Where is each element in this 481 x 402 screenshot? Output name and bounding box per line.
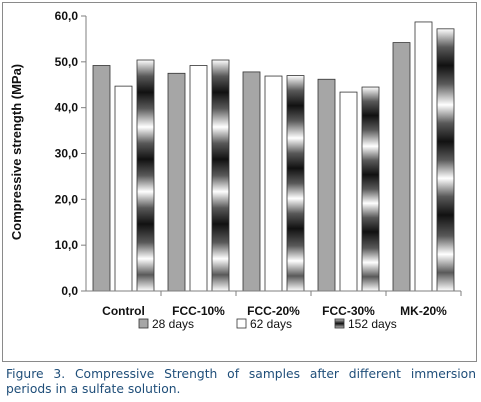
figure-caption: Figure 3. Compressive Strength of sample…	[6, 367, 476, 396]
bar-28-days-control	[92, 65, 111, 292]
y-tick-label: 40,0	[55, 101, 79, 115]
y-tick-label: 0,0	[61, 284, 78, 298]
bar-28-days-mk20	[392, 42, 411, 292]
legend-label: 62 days	[250, 317, 292, 331]
legend-label: 152 days	[348, 317, 397, 331]
bar-62-days-fcc10	[189, 65, 208, 292]
x-category-label: FCC-30%	[322, 304, 375, 318]
y-axis-title: Compressive strength (MPa)	[9, 64, 24, 240]
bar-152-days-fcc30	[361, 86, 380, 292]
y-tick-label: 10,0	[55, 238, 79, 252]
x-axis: Control FCC-10% FCC-20% FCC-30% MK-20%	[86, 290, 462, 318]
x-category-label: FCC-10%	[172, 304, 225, 318]
bar-152-days-control	[136, 59, 155, 292]
bar-152-days-fcc20	[286, 75, 305, 292]
bar-62-days-fcc30	[339, 91, 358, 292]
y-axis: 0,0 10,0 20,0 30,0 40,0 50,0 60,0	[55, 9, 87, 298]
legend-swatch	[334, 318, 345, 329]
bars	[92, 21, 455, 292]
bar-62-days-control	[114, 85, 133, 292]
y-tick-label: 50,0	[55, 55, 79, 69]
legend: 28 days 62 days 152 days	[138, 317, 397, 331]
legend-swatch	[138, 318, 149, 329]
bar-28-days-fcc20	[242, 71, 261, 292]
legend-label: 28 days	[152, 317, 194, 331]
y-tick-label: 30,0	[55, 147, 79, 161]
x-category-label: MK-20%	[400, 304, 447, 318]
bar-chart: Compressive strength (MPa) 0,0 10,0 20,0 30…	[9, 9, 462, 331]
bar-152-days-mk20	[436, 28, 455, 292]
x-category-label: Control	[102, 304, 145, 318]
bar-152-days-fcc10	[211, 59, 230, 292]
bar-62-days-fcc20	[264, 75, 283, 292]
legend-swatch	[236, 318, 247, 329]
bar-28-days-fcc30	[317, 78, 336, 292]
bar-62-days-mk20	[414, 21, 433, 292]
x-category-label: FCC-20%	[247, 304, 300, 318]
y-tick-label: 20,0	[55, 192, 79, 206]
y-tick-label: 60,0	[55, 9, 79, 23]
bar-28-days-fcc10	[167, 72, 186, 292]
